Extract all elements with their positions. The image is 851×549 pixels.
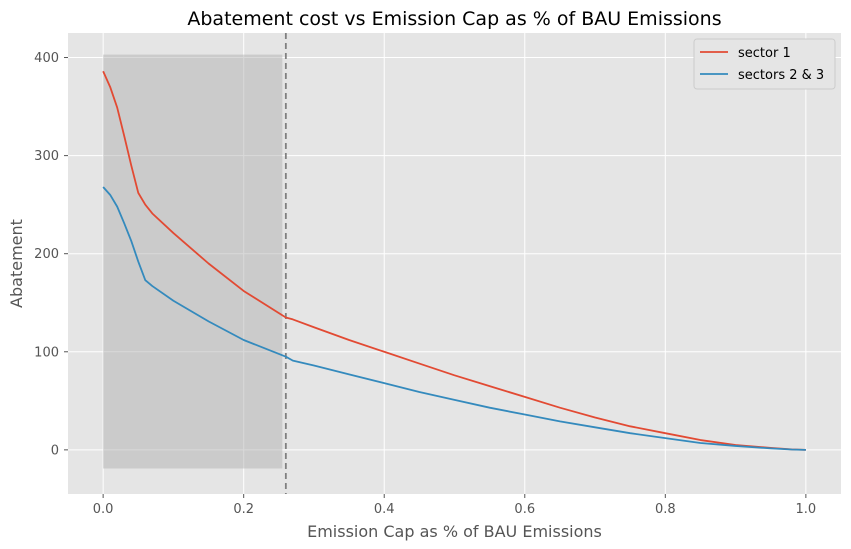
y-axis-label: Abatement (7, 219, 26, 308)
y-tick-label-3: 300 (34, 149, 59, 164)
shaded-region (103, 54, 283, 469)
shaded-region-layer (103, 54, 283, 469)
y-tick-label-2: 200 (34, 247, 59, 262)
x-tick-label-1: 0.2 (233, 502, 254, 517)
y-tick-label-0: 0 (51, 443, 59, 458)
tick-layer: 0.0 0.2 0.4 0.6 0.8 1.0 0 100 200 300 400 (34, 51, 816, 517)
plot-background (68, 33, 841, 494)
legend: sector 1 sectors 2 & 3 (693, 38, 836, 90)
series-layer (102, 70, 806, 451)
legend-box (693, 38, 836, 90)
y-tick-label-1: 100 (34, 345, 59, 360)
x-tick-label-0: 0.0 (93, 502, 114, 517)
series-line-sectors-2-3 (102, 186, 806, 451)
x-tick-label-5: 1.0 (796, 502, 817, 517)
chart-title: Abatement cost vs Emission Cap as % of B… (187, 8, 721, 30)
x-tick-label-2: 0.4 (374, 502, 395, 517)
series-line-sector-1 (102, 70, 806, 451)
y-tick-label-4: 400 (34, 51, 59, 66)
x-tick-label-4: 0.8 (655, 502, 676, 517)
legend-label-sectors-2-3: sectors 2 & 3 (738, 68, 824, 83)
legend-label-sector-1: sector 1 (738, 46, 791, 61)
x-tick-label-3: 0.6 (514, 502, 535, 517)
x-axis-label: Emission Cap as % of BAU Emissions (307, 522, 602, 541)
